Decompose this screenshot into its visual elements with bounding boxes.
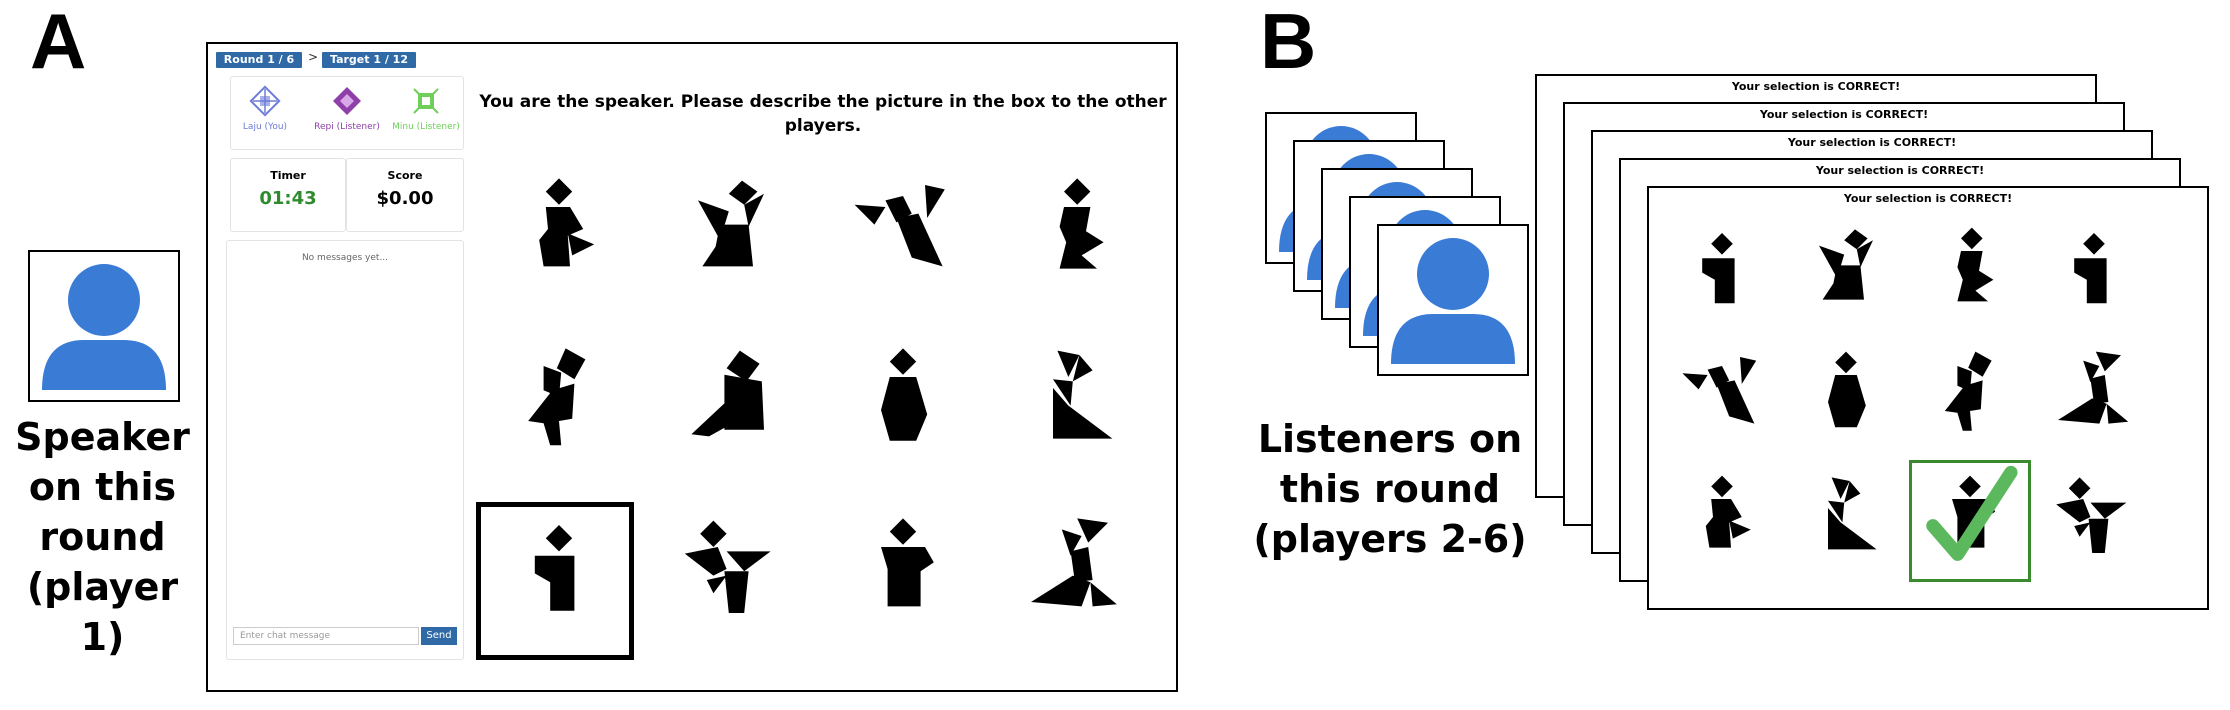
feedback-message: Your selection is CORRECT! — [1731, 80, 1901, 93]
tangram-option — [676, 514, 786, 624]
target-tangram — [504, 514, 614, 624]
feedback-message: Your selection is CORRECT! — [1787, 136, 1957, 149]
chat-panel: No messages yet... Enter chat message Se… — [226, 240, 464, 660]
lattice-icon — [249, 85, 281, 117]
tangram-figure-icon — [881, 518, 934, 607]
tangram-grid — [474, 164, 1164, 674]
speaker-avatar — [28, 250, 180, 402]
players-card: Laju (You) Repi (Listener) Minu (Listene… — [230, 76, 464, 150]
target-highlight-box — [476, 502, 634, 660]
tangram-figure-icon — [684, 520, 771, 613]
tangram-option — [848, 514, 958, 624]
tangram-option[interactable] — [1677, 348, 1767, 438]
tangram-figure-icon — [854, 185, 945, 267]
speaker-instruction: You are the speaker. Please describe the… — [479, 92, 1167, 136]
speaker-caption-line: on this — [28, 465, 177, 509]
send-button[interactable]: Send — [421, 627, 457, 645]
tangram-figure-icon — [698, 180, 764, 267]
checkmark-icon — [1926, 465, 2018, 561]
tangram-option[interactable] — [2049, 348, 2139, 438]
tangram-option[interactable] — [1677, 224, 1767, 314]
tangram-figure-icon — [534, 525, 575, 611]
feedback-message: Your selection is CORRECT! — [1843, 192, 2013, 205]
player-name: Repi (Listener) — [314, 122, 380, 132]
speaker-caption-line: (player 1) — [26, 565, 179, 659]
tangram-option — [676, 174, 786, 284]
listener-avatar-stack — [1265, 112, 1535, 382]
tangram-figure-icon — [1702, 233, 1735, 304]
player-name: Laju (You) — [242, 122, 288, 132]
tangram-figure-icon — [1819, 229, 1873, 300]
listeners-caption-line: Listeners on — [1257, 417, 1523, 461]
tangram-option — [1020, 344, 1130, 454]
score-title: Score — [387, 169, 423, 182]
tangram-figure-icon — [1944, 351, 1992, 431]
score-card: Score $0.00 — [346, 158, 464, 232]
panel-a-letter: A — [30, 0, 87, 85]
speaker-caption-line: Speaker — [15, 415, 190, 459]
tangram-figure-icon — [1031, 518, 1117, 607]
target-badge: Target 1 / 12 — [322, 52, 416, 68]
panel-b-letter: B — [1260, 0, 1317, 85]
tangram-figure-icon — [881, 348, 928, 441]
tangram-option[interactable] — [1677, 472, 1767, 562]
tangram-option[interactable] — [1925, 224, 2015, 314]
listener-avatar — [1377, 224, 1529, 376]
tangram-option — [848, 174, 958, 284]
tangram-option[interactable] — [2049, 472, 2139, 562]
player-laju: Laju (You) — [233, 85, 297, 132]
listener-screen: Your selection is CORRECT! — [1647, 186, 2209, 610]
tangram-option — [1020, 514, 1130, 624]
tangram-option — [676, 344, 786, 454]
burst-icon — [413, 88, 439, 114]
tangram-option — [504, 174, 614, 284]
game-window: Round 1 / 6 > Target 1 / 12 Laju (You) R… — [206, 42, 1178, 692]
player-name: Minu (Listener) — [392, 122, 460, 132]
speaker-caption: Speaker on this round (player 1) — [0, 412, 205, 662]
diamond-icon — [333, 87, 361, 115]
tangram-figure-icon — [1705, 475, 1751, 548]
tangram-option[interactable] — [1925, 348, 2015, 438]
round-badge: Round 1 / 6 — [216, 52, 302, 68]
listeners-caption-line: (players 2-6) — [1253, 517, 1527, 561]
player-minu: Minu (Listener) — [389, 85, 463, 132]
tangram-option — [848, 344, 958, 454]
tangram-option[interactable] — [2049, 224, 2139, 314]
listeners-caption: Listeners on this round (players 2-6) — [1230, 414, 1550, 564]
tangram-figure-icon — [691, 350, 764, 437]
chat-empty-message: No messages yet... — [301, 253, 389, 263]
timer-card: Timer 01:43 — [230, 158, 346, 232]
listeners-caption-line: this round — [1279, 467, 1501, 511]
tangram-figure-icon — [1828, 477, 1877, 550]
tangram-figure-icon — [2056, 477, 2127, 553]
player-repi: Repi (Listener) — [305, 85, 389, 132]
tangram-figure-icon — [1682, 357, 1757, 424]
tangram-option[interactable] — [1801, 472, 1891, 562]
person-icon — [1391, 238, 1515, 364]
tangram-figure-icon — [1053, 350, 1113, 439]
tangram-option[interactable] — [1801, 224, 1891, 314]
person-icon — [42, 264, 166, 390]
tangram-figure-icon — [539, 178, 595, 267]
feedback-message: Your selection is CORRECT! — [1759, 108, 1929, 121]
tangram-figure-icon — [1957, 227, 1994, 302]
breadcrumb-separator: > — [308, 50, 319, 64]
tangram-figure-icon — [1828, 351, 1866, 428]
chat-input[interactable]: Enter chat message — [233, 627, 419, 645]
selected-tangram-box — [1909, 460, 2031, 582]
listener-screen-stack: Your selection is CORRECT! Your selection… — [1535, 74, 2225, 610]
timer-value: 01:43 — [259, 188, 317, 209]
timer-title: Timer — [270, 169, 306, 182]
tangram-option[interactable] — [1801, 348, 1891, 438]
score-value: $0.00 — [376, 188, 434, 209]
feedback-message: Your selection is CORRECT! — [1815, 164, 1985, 177]
speaker-caption-line: round — [39, 515, 166, 559]
tangram-figure-icon — [2074, 233, 2107, 304]
tangram-figure-icon — [1059, 178, 1104, 269]
tangram-option — [504, 344, 614, 454]
tangram-option — [1020, 174, 1130, 284]
tangram-figure-icon — [2058, 351, 2129, 424]
tangram-figure-icon — [528, 348, 586, 446]
